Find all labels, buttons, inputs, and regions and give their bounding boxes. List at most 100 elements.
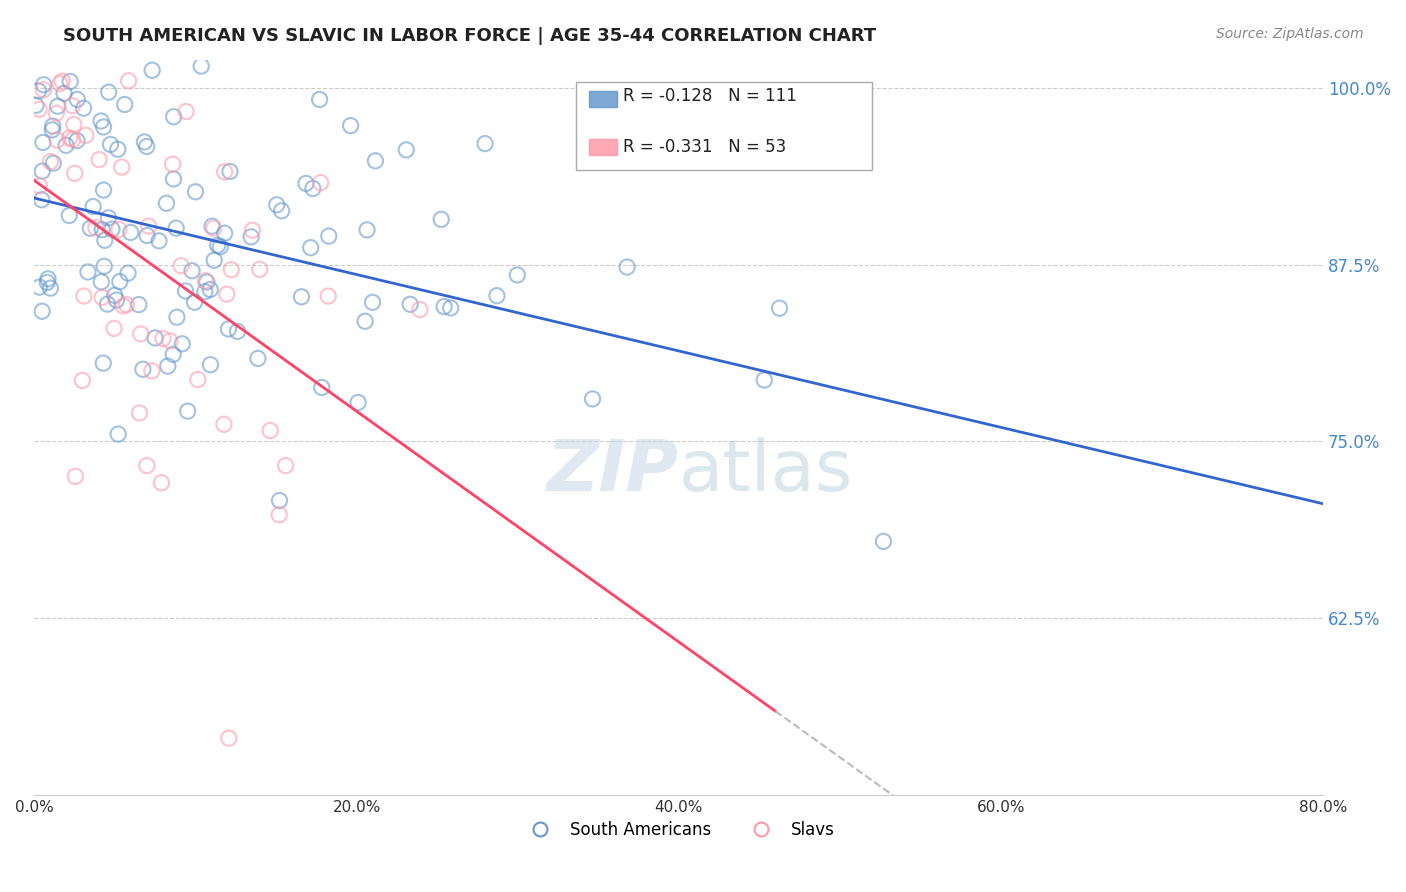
Point: [46, 99, 69, 113]
Point: [339, 119, 361, 133]
Point: [581, 392, 603, 406]
Point: [152, 332, 174, 346]
Point: [202, 221, 225, 235]
Point: [356, 223, 378, 237]
Point: [162, 157, 184, 171]
Point: [212, 417, 235, 432]
Point: [134, 135, 156, 149]
Point: [409, 302, 432, 317]
Point: [107, 142, 129, 156]
Point: [269, 508, 291, 522]
Point: [84, 220, 107, 235]
Point: [128, 298, 150, 312]
Point: [28, 103, 51, 117]
Point: [433, 300, 456, 314]
Point: [28, 178, 51, 193]
Point: [32, 136, 55, 150]
Point: [316, 289, 339, 303]
Point: [430, 212, 453, 227]
Point: [101, 222, 124, 236]
Point: [59, 74, 82, 88]
Point: [93, 183, 115, 197]
Point: [150, 475, 173, 490]
Point: [155, 196, 177, 211]
Point: [200, 283, 222, 297]
Point: [207, 238, 229, 252]
Point: [249, 262, 271, 277]
Point: [90, 275, 112, 289]
Point: [75, 128, 97, 143]
Point: [361, 295, 384, 310]
Point: [117, 74, 139, 88]
Point: [143, 331, 166, 345]
Point: [240, 230, 263, 244]
Point: [39, 154, 62, 169]
Point: [242, 223, 264, 237]
Point: [195, 275, 218, 289]
Point: [165, 221, 187, 235]
FancyBboxPatch shape: [589, 139, 617, 155]
Point: [266, 198, 288, 212]
Point: [91, 290, 114, 304]
Point: [114, 97, 136, 112]
Point: [128, 406, 150, 420]
Point: [148, 234, 170, 248]
Point: [311, 380, 333, 394]
Point: [108, 222, 131, 236]
Point: [395, 143, 418, 157]
Point: [399, 297, 422, 311]
Point: [45, 106, 67, 120]
Point: [162, 347, 184, 361]
Point: [105, 293, 128, 307]
Point: [55, 138, 77, 153]
Point: [31, 164, 53, 178]
Point: [190, 59, 212, 73]
Point: [58, 209, 80, 223]
Point: [28, 280, 51, 294]
Point: [79, 221, 101, 235]
Point: [72, 374, 94, 388]
Point: [93, 120, 115, 134]
Point: [318, 229, 340, 244]
Point: [219, 164, 242, 178]
Point: [41, 119, 63, 133]
Point: [166, 310, 188, 325]
Point: [347, 395, 370, 409]
FancyBboxPatch shape: [589, 91, 617, 107]
Point: [41, 123, 63, 137]
Point: [364, 153, 387, 168]
Point: [269, 493, 291, 508]
Point: [62, 118, 84, 132]
Point: [474, 136, 496, 151]
Point: [302, 181, 325, 195]
Point: [60, 98, 83, 112]
Point: [62, 133, 84, 147]
Point: [162, 172, 184, 186]
Point: [51, 74, 73, 88]
Point: [354, 314, 377, 328]
Point: [77, 265, 100, 279]
Point: [163, 110, 186, 124]
Point: [138, 219, 160, 234]
Point: [174, 284, 197, 298]
Point: [299, 241, 322, 255]
Point: [27, 84, 49, 98]
Text: R = -0.128   N = 111: R = -0.128 N = 111: [623, 87, 797, 105]
Point: [259, 424, 281, 438]
Text: atlas: atlas: [679, 437, 853, 506]
Point: [97, 211, 120, 225]
Point: [103, 321, 125, 335]
Point: [177, 404, 200, 418]
Point: [32, 78, 55, 92]
Point: [112, 299, 135, 313]
Point: [181, 264, 204, 278]
Point: [37, 272, 59, 286]
Point: [135, 458, 157, 473]
Point: [872, 534, 894, 549]
Point: [132, 362, 155, 376]
Point: [108, 275, 131, 289]
Point: [170, 259, 193, 273]
Point: [246, 351, 269, 366]
Point: [66, 92, 89, 106]
Point: [209, 240, 232, 254]
